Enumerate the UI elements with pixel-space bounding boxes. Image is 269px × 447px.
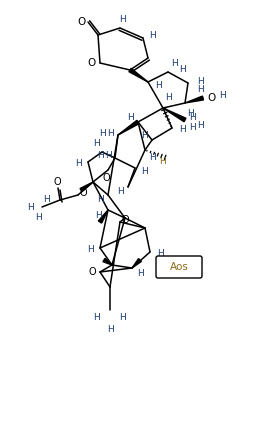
Text: H: H — [95, 211, 101, 219]
Text: O: O — [79, 188, 87, 198]
Text: H: H — [171, 59, 177, 67]
Text: H: H — [108, 128, 114, 138]
Text: H: H — [160, 157, 166, 166]
Text: O: O — [121, 215, 129, 225]
Text: H: H — [157, 249, 163, 258]
Text: H: H — [197, 85, 203, 94]
Text: H: H — [179, 66, 185, 75]
Text: H: H — [141, 166, 148, 176]
Text: H: H — [119, 14, 125, 24]
Text: H: H — [150, 153, 156, 163]
Text: H: H — [107, 325, 113, 334]
Text: H: H — [75, 160, 82, 169]
Text: H: H — [100, 128, 106, 138]
Text: Aos: Aos — [169, 262, 189, 272]
Polygon shape — [185, 96, 204, 103]
Polygon shape — [129, 68, 148, 82]
Text: H: H — [98, 151, 104, 160]
Text: H: H — [137, 269, 143, 278]
Text: H: H — [87, 245, 93, 254]
Text: H: H — [141, 131, 147, 139]
Text: H: H — [165, 93, 171, 102]
Polygon shape — [163, 108, 186, 122]
Text: O: O — [77, 17, 85, 27]
Text: O: O — [207, 93, 215, 103]
Text: H: H — [97, 195, 103, 204]
Polygon shape — [98, 210, 108, 223]
Text: H: H — [190, 114, 196, 122]
Text: H: H — [187, 109, 193, 118]
Text: O: O — [88, 58, 96, 68]
Polygon shape — [132, 258, 141, 268]
Text: H: H — [120, 313, 126, 322]
Text: H: H — [220, 90, 226, 100]
Text: H: H — [117, 187, 123, 197]
Text: H: H — [179, 126, 185, 135]
Text: O: O — [88, 267, 96, 277]
Text: H: H — [27, 202, 33, 211]
Text: H: H — [127, 113, 133, 122]
Text: H: H — [155, 80, 161, 89]
Polygon shape — [80, 182, 93, 191]
Text: H: H — [35, 212, 41, 222]
Polygon shape — [118, 120, 139, 135]
FancyBboxPatch shape — [156, 256, 202, 278]
Text: H: H — [190, 122, 196, 131]
Text: H: H — [198, 121, 204, 130]
Text: H: H — [105, 151, 111, 160]
Text: H: H — [150, 31, 156, 41]
Text: O: O — [53, 177, 61, 187]
Text: O: O — [102, 173, 110, 183]
Text: H: H — [197, 76, 203, 85]
Text: H: H — [43, 194, 49, 203]
Text: H: H — [94, 139, 100, 148]
Text: H: H — [94, 313, 100, 322]
Polygon shape — [103, 258, 112, 265]
